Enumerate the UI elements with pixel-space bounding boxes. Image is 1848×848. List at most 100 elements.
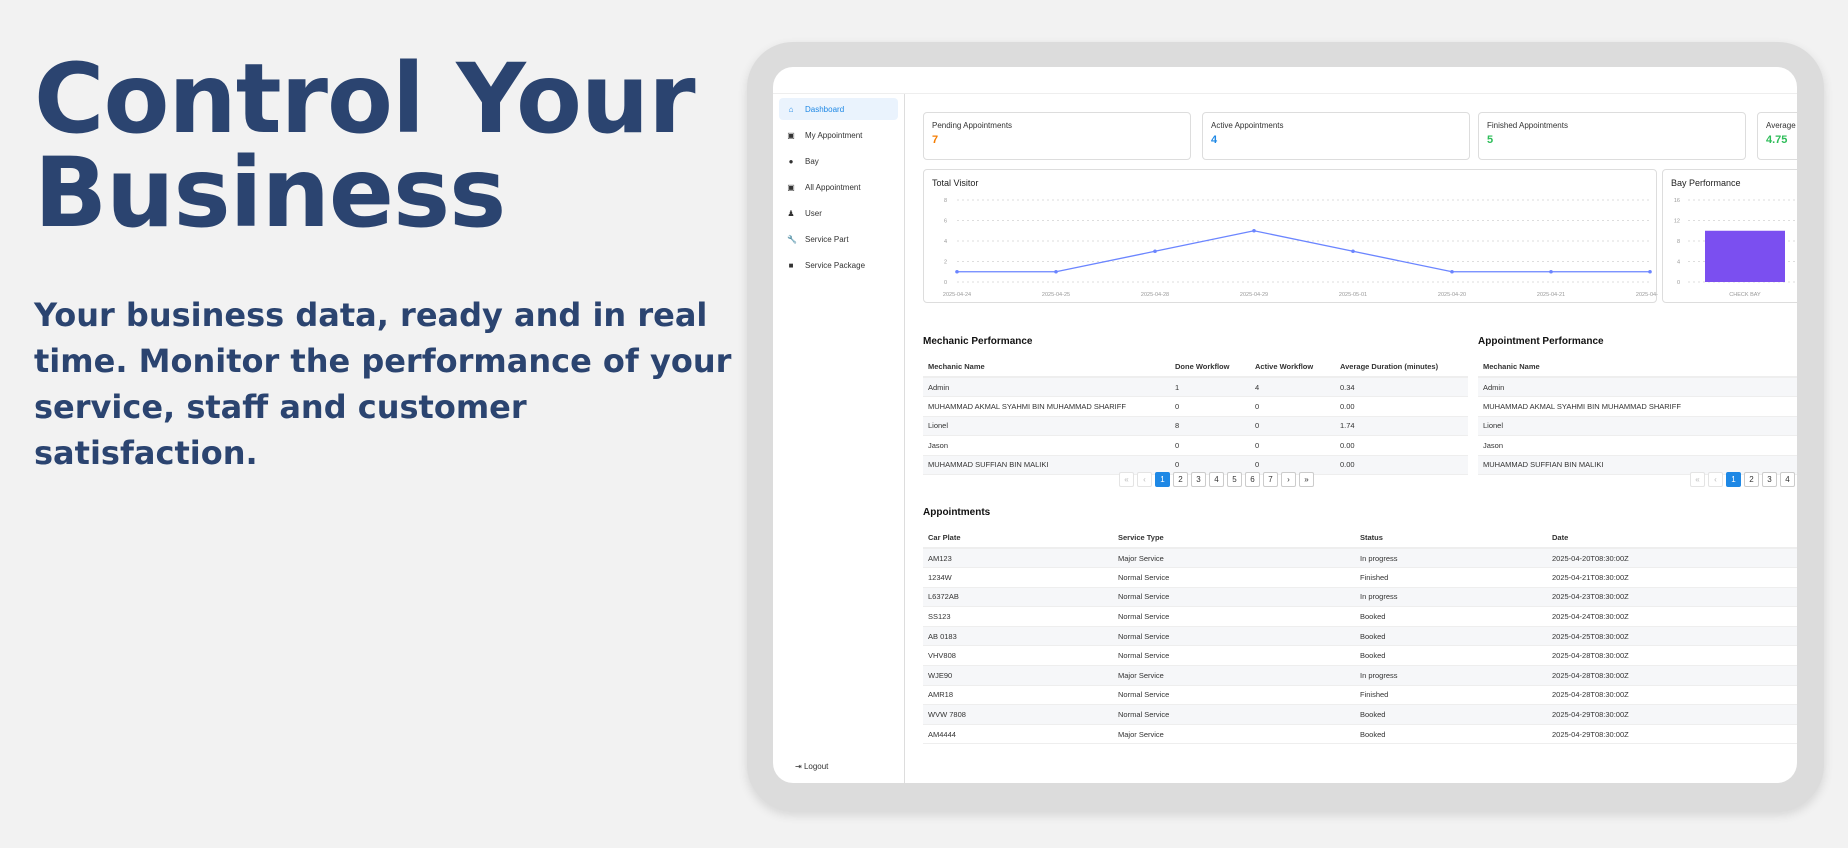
table-cell: Normal Service (1113, 704, 1355, 725)
page-button[interactable]: 1 (1155, 472, 1170, 487)
package-icon: ■ (788, 260, 794, 270)
sidebar-item-my-appointment[interactable]: ▣ My Appointment (779, 124, 898, 146)
table-cell: SS123 (923, 606, 1113, 627)
table-cell: AM123 (923, 548, 1113, 569)
table-row[interactable]: Jason 0 0 0.00 (923, 435, 1468, 456)
appointment-performance-table: Mechanic Name Admin MUHAMMAD AKMAL SYAHMI … (1478, 357, 1797, 475)
sidebar-item-user[interactable]: ♟ User (779, 202, 898, 224)
appointments-title: Appointments (923, 507, 991, 518)
table-row[interactable]: WJE90 Major Service In progress 2025-04-28T… (923, 665, 1797, 686)
table-cell: AMR18 (923, 685, 1113, 706)
table-row[interactable]: WVW 7808 Normal Service Booked 2025-04-29T0… (923, 704, 1797, 725)
table-cell: Major Service (1113, 724, 1355, 745)
table-row[interactable]: MUHAMMAD AKMAL SYAHMI BIN MUHAMMAD SHARI… (923, 396, 1468, 417)
data-point (1054, 269, 1058, 274)
calendar-icon: ▣ (787, 182, 795, 192)
page-button[interactable]: 6 (1245, 472, 1260, 487)
table-row[interactable]: L6372AB Normal Service In progress 2025-04-… (923, 587, 1797, 608)
table-row[interactable]: 1234W Normal Service Finished 2025-04-21T08… (923, 567, 1797, 588)
table-cell: Normal Service (1113, 606, 1355, 627)
y-tick-label: 0 (1677, 280, 1680, 286)
column-header: Mechanic Name (1478, 357, 1797, 378)
table-cell: Booked (1355, 704, 1547, 725)
page-button[interactable]: » (1299, 472, 1314, 487)
stat-card: Average R 4.75 (1757, 112, 1797, 160)
table-cell: 2025-04-20T08:30:00Z (1547, 548, 1797, 569)
table-cell: Major Service (1113, 548, 1355, 569)
bay-performance-panel: Bay Performance 0 4 8 12 16 CHECK BAY (1662, 169, 1797, 303)
stat-card: Active Appointments 4 (1202, 112, 1470, 160)
page-button[interactable]: 4 (1780, 472, 1795, 487)
table-row[interactable]: Lionel (1478, 416, 1797, 436)
table-row[interactable]: MUHAMMAD SUFFIAN BIN MALIKI 0 0 0.00 (923, 455, 1468, 475)
table-cell: 0.00 (1335, 455, 1468, 475)
table-cell: Booked (1355, 626, 1547, 647)
sidebar-item-all-appointment[interactable]: ▣ All Appointment (779, 176, 898, 198)
column-header: Date (1547, 528, 1797, 549)
hero-title-line2: Business (34, 137, 506, 249)
table-cell: Normal Service (1113, 587, 1355, 608)
table-cell: MUHAMMAD AKMAL SYAHMI BIN MUHAMMAD SHARI… (1478, 396, 1797, 417)
table-row[interactable]: VHV808 Normal Service Booked 2025-04-28T08:… (923, 645, 1797, 667)
column-header: Active Workflow (1250, 357, 1335, 378)
table-row[interactable]: AB 0183 Normal Service Booked 2025-04-25T08… (923, 626, 1797, 647)
table-row[interactable]: Jason (1478, 435, 1797, 456)
sidebar-item-label: My Appointment (805, 130, 863, 140)
page-button[interactable]: 2 (1173, 472, 1188, 487)
table-cell: 0.34 (1335, 377, 1468, 397)
column-header: Mechanic Name (923, 357, 1170, 378)
page-button[interactable]: « (1690, 472, 1705, 487)
logout-button[interactable]: ⇥ Logout (795, 761, 828, 773)
logout-icon: ⇥ (795, 762, 802, 771)
column-header: Car Plate (923, 528, 1113, 549)
logout-label: Logout (803, 762, 829, 771)
table-cell: 2025-04-28T08:30:00Z (1547, 665, 1797, 686)
table-cell: 2025-04-24T08:30:00Z (1547, 606, 1797, 627)
page-button[interactable]: 1 (1726, 472, 1741, 487)
table-row[interactable]: AM4444 Major Service Booked 2025-04-29T08:3… (923, 724, 1797, 745)
table-row[interactable]: Lionel 8 0 1.74 (923, 416, 1468, 436)
table-cell: Lionel (923, 416, 1170, 436)
table-row[interactable]: Admin 1 4 0.34 (923, 377, 1468, 397)
page-button[interactable]: ‹ (1708, 472, 1723, 487)
total-visitor-title: Total Visitor (932, 178, 979, 188)
table-row[interactable]: MUHAMMAD SUFFIAN BIN MALIKI (1478, 455, 1797, 475)
table-header-row: Car Plate Service Type Status Date (923, 528, 1797, 549)
page-button[interactable]: 7 (1263, 472, 1278, 487)
page-button[interactable]: 2 (1744, 472, 1759, 487)
sidebar-item-service-part[interactable]: 🔧 Service Part (779, 228, 898, 250)
stat-card-label: Active Appointments (1211, 121, 1284, 130)
table-cell: Jason (923, 435, 1170, 456)
page-button[interactable]: ‹ (1137, 472, 1152, 487)
data-point (1252, 228, 1256, 233)
y-tick-label: 4 (1677, 260, 1680, 266)
table-row[interactable]: AMR18 Normal Service Finished 2025-04-28T08… (923, 685, 1797, 706)
table-row[interactable]: MUHAMMAD AKMAL SYAHMI BIN MUHAMMAD SHARI… (1478, 396, 1797, 417)
table-row[interactable]: AM123 Major Service In progress 2025-04-20T… (923, 548, 1797, 569)
table-cell: MUHAMMAD AKMAL SYAHMI BIN MUHAMMAD SHARI… (923, 396, 1170, 417)
table-cell: 8 (1170, 416, 1250, 436)
table-cell: Booked (1355, 645, 1547, 667)
page-button[interactable]: 3 (1762, 472, 1777, 487)
page-button[interactable]: 4 (1209, 472, 1224, 487)
page-button[interactable]: 3 (1191, 472, 1206, 487)
y-tick-label: 6 (944, 219, 947, 225)
sidebar-item-service-package[interactable]: ■ Service Package (779, 254, 898, 276)
total-visitor-panel: Total Visitor 0 2 4 6 8 2025-04-24 2025-04-25 2… (923, 169, 1664, 303)
page-button[interactable]: 5 (1227, 472, 1242, 487)
main-content: Pending Appointments 7 Active Appointments… (905, 94, 1797, 783)
page-button[interactable]: › (1281, 472, 1296, 487)
page-button[interactable]: « (1119, 472, 1134, 487)
sidebar-item-dashboard[interactable]: ⌂ Dashboard (779, 98, 898, 120)
table-row[interactable]: Admin (1478, 377, 1797, 397)
table-cell: Finished (1355, 685, 1547, 706)
stat-card: Pending Appointments 7 (923, 112, 1191, 160)
sidebar-item-bay[interactable]: ● Bay (779, 150, 898, 172)
table-row[interactable]: SS123 Normal Service Booked 2025-04-24T08:3… (923, 606, 1797, 627)
table-cell: 1234W (923, 567, 1113, 588)
appointment-performance-title: Appointment Performance (1478, 336, 1604, 347)
y-tick-label: 8 (944, 198, 947, 204)
table-cell: 0.00 (1335, 435, 1468, 456)
bay-bar (1705, 230, 1785, 282)
wrench-icon: 🔧 (787, 234, 797, 244)
